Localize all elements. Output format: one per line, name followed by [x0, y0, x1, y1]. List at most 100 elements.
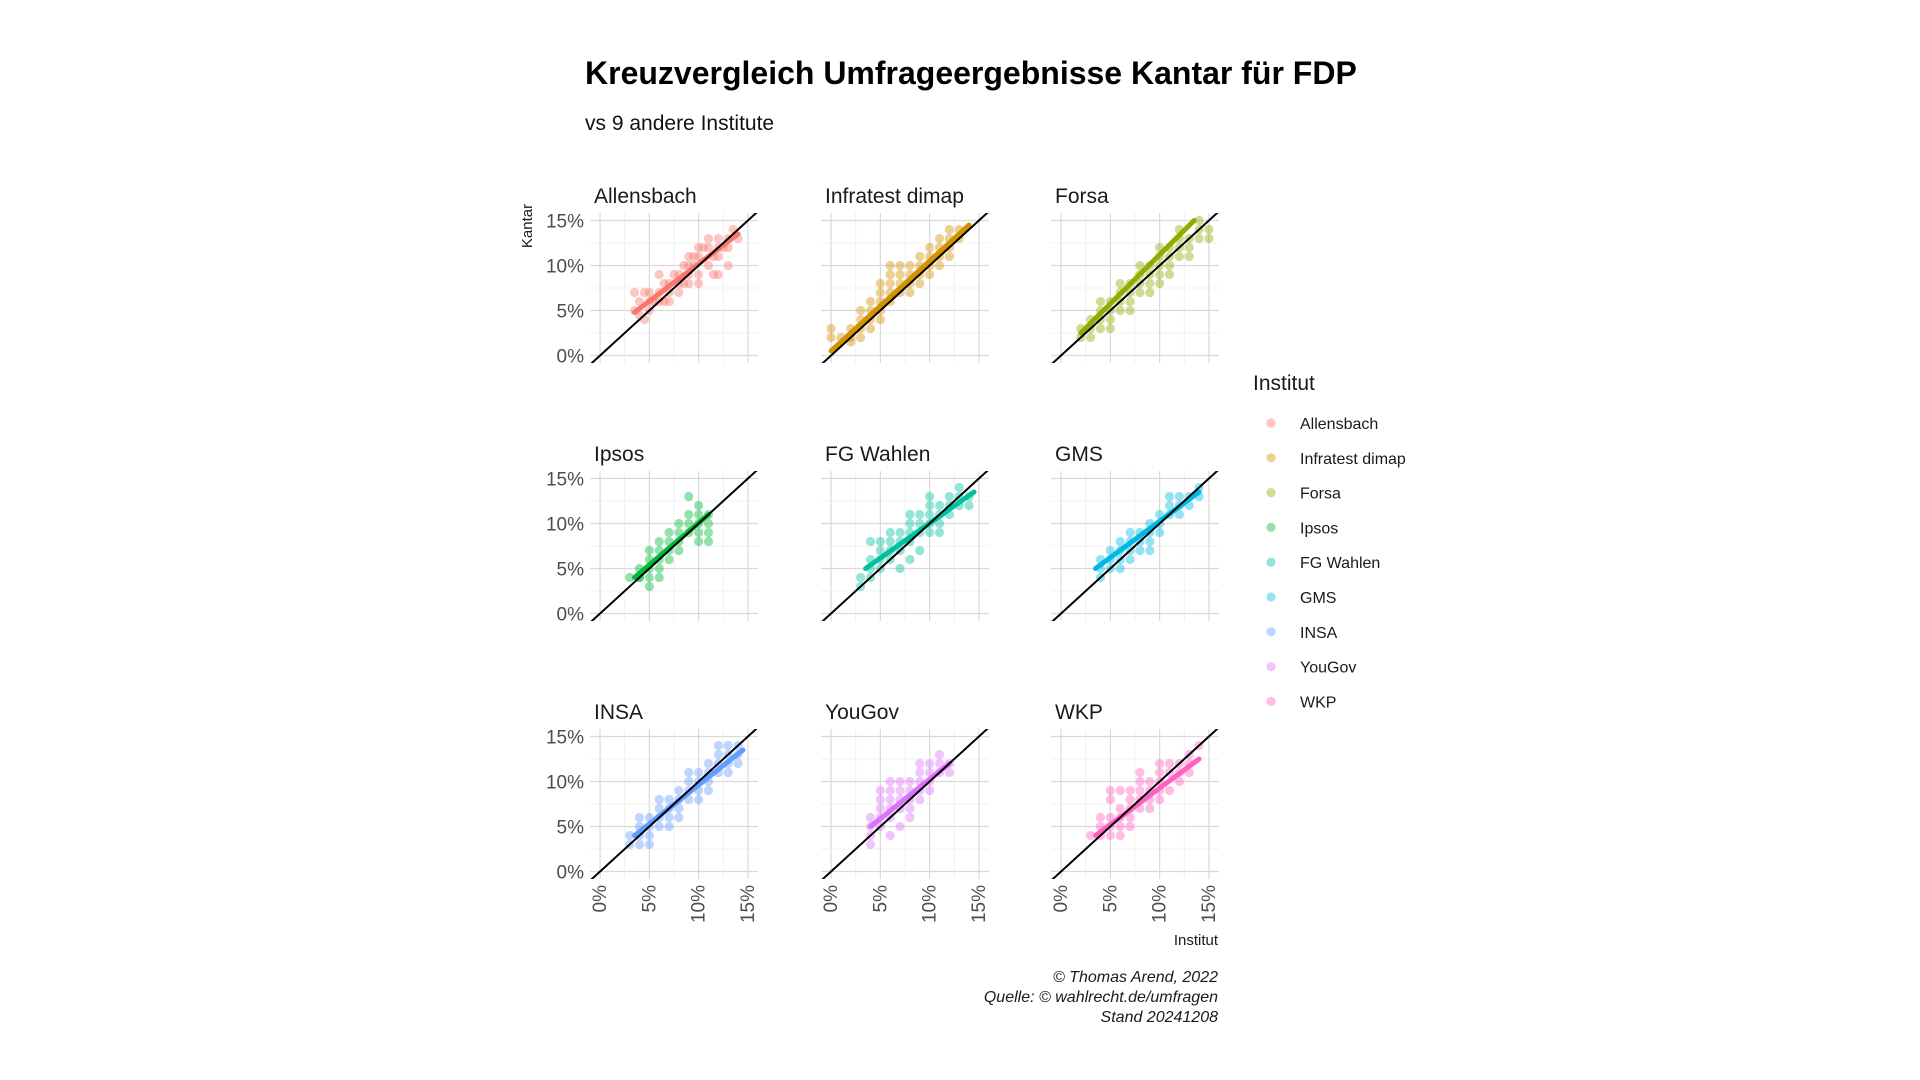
data-point	[684, 509, 694, 520]
data-point	[1145, 776, 1155, 787]
legend-item-allensbach: Allensbach	[1266, 416, 1378, 433]
facet-title: Forsa	[1055, 185, 1109, 208]
x-tick-label: 0%	[821, 885, 842, 913]
data-point	[1115, 785, 1125, 796]
data-point	[664, 821, 674, 832]
legend-label: INSA	[1300, 625, 1338, 642]
data-point	[1086, 332, 1096, 343]
data-point	[1115, 830, 1125, 841]
data-point	[1174, 776, 1184, 787]
data-point	[694, 794, 704, 805]
legend-title: Institut	[1253, 372, 1315, 395]
data-point	[644, 830, 654, 841]
data-point	[905, 776, 915, 787]
y-tick-label: 15%	[546, 212, 584, 233]
data-point	[674, 518, 684, 529]
data-point	[1194, 215, 1204, 226]
data-point	[644, 581, 654, 592]
data-point	[634, 839, 645, 850]
y-tick-label: 10%	[546, 257, 584, 278]
data-point	[954, 482, 964, 493]
data-point	[1115, 803, 1125, 814]
data-point	[934, 758, 945, 769]
legend-item-yougov: YouGov	[1266, 660, 1356, 677]
data-point	[1115, 821, 1125, 832]
data-point	[925, 758, 935, 769]
data-point	[1105, 785, 1115, 796]
data-point	[895, 269, 905, 280]
data-point	[925, 491, 935, 502]
data-point	[925, 242, 935, 253]
facet-title: Ipsos	[594, 443, 644, 466]
data-point	[1184, 242, 1194, 253]
data-point	[694, 251, 704, 262]
data-point	[644, 839, 654, 850]
data-point	[664, 527, 674, 538]
trend-line	[1078, 218, 1197, 336]
data-point	[703, 758, 714, 769]
data-point	[885, 269, 895, 280]
data-point	[723, 740, 733, 751]
x-tick-label: 10%	[689, 885, 710, 923]
data-point	[925, 269, 935, 280]
data-point	[905, 509, 915, 520]
data-point	[723, 767, 733, 778]
data-point	[723, 260, 733, 271]
diagonal-reference-line	[821, 213, 989, 363]
facet-panel-wkp: WKP 0% 5% 10% 15%	[1051, 701, 1220, 923]
data-point	[856, 305, 866, 316]
data-point	[625, 572, 635, 583]
data-point	[733, 758, 743, 769]
data-point	[905, 803, 915, 814]
data-point	[1115, 278, 1125, 289]
legend-label: Ipsos	[1300, 520, 1338, 537]
data-point	[1095, 812, 1106, 823]
grid	[590, 729, 758, 879]
data-point	[1145, 803, 1155, 814]
data-point	[856, 332, 866, 343]
data-point	[885, 278, 895, 289]
data-point	[664, 794, 674, 805]
data-point	[1135, 767, 1145, 778]
data-point	[703, 233, 714, 244]
data-point	[895, 527, 905, 538]
diagonal-reference-line	[1051, 471, 1219, 621]
x-tick-label: 10%	[920, 885, 941, 923]
legend-item-fg-wahlen: FG Wahlen	[1266, 555, 1380, 572]
data-point	[1105, 794, 1115, 805]
data-point	[865, 296, 876, 307]
data-point	[875, 794, 885, 805]
data-point	[905, 518, 915, 529]
caption-line-author: © Thomas Arend, 2022	[1053, 969, 1218, 986]
data-point	[925, 500, 935, 511]
data-point	[629, 287, 640, 298]
trend-line	[1093, 756, 1202, 838]
data-point	[654, 794, 664, 805]
data-point	[703, 527, 714, 538]
data-point	[1125, 527, 1135, 538]
data-point	[875, 536, 885, 547]
x-tick-label: 0%	[1051, 885, 1072, 913]
y-tick-label: 10%	[546, 773, 584, 794]
data-point	[875, 803, 885, 814]
data-point	[1105, 830, 1115, 841]
legend-label: FG Wahlen	[1300, 555, 1380, 572]
data-point	[644, 287, 654, 298]
data-point	[895, 821, 905, 832]
data-point	[689, 251, 699, 262]
legend-key	[1266, 453, 1276, 463]
y-tick-label: 0%	[557, 605, 585, 626]
data-point	[885, 785, 895, 796]
data-point	[694, 500, 704, 511]
data-point	[1125, 554, 1135, 565]
data-point	[915, 794, 925, 805]
y-tick-label: 5%	[557, 560, 585, 581]
data-point	[713, 269, 723, 280]
data-point	[654, 269, 664, 280]
data-point	[856, 572, 866, 583]
facet-title: INSA	[594, 701, 643, 724]
data-point	[865, 323, 876, 334]
data-point	[885, 536, 895, 547]
data-point	[1204, 233, 1214, 244]
data-point	[694, 269, 704, 280]
